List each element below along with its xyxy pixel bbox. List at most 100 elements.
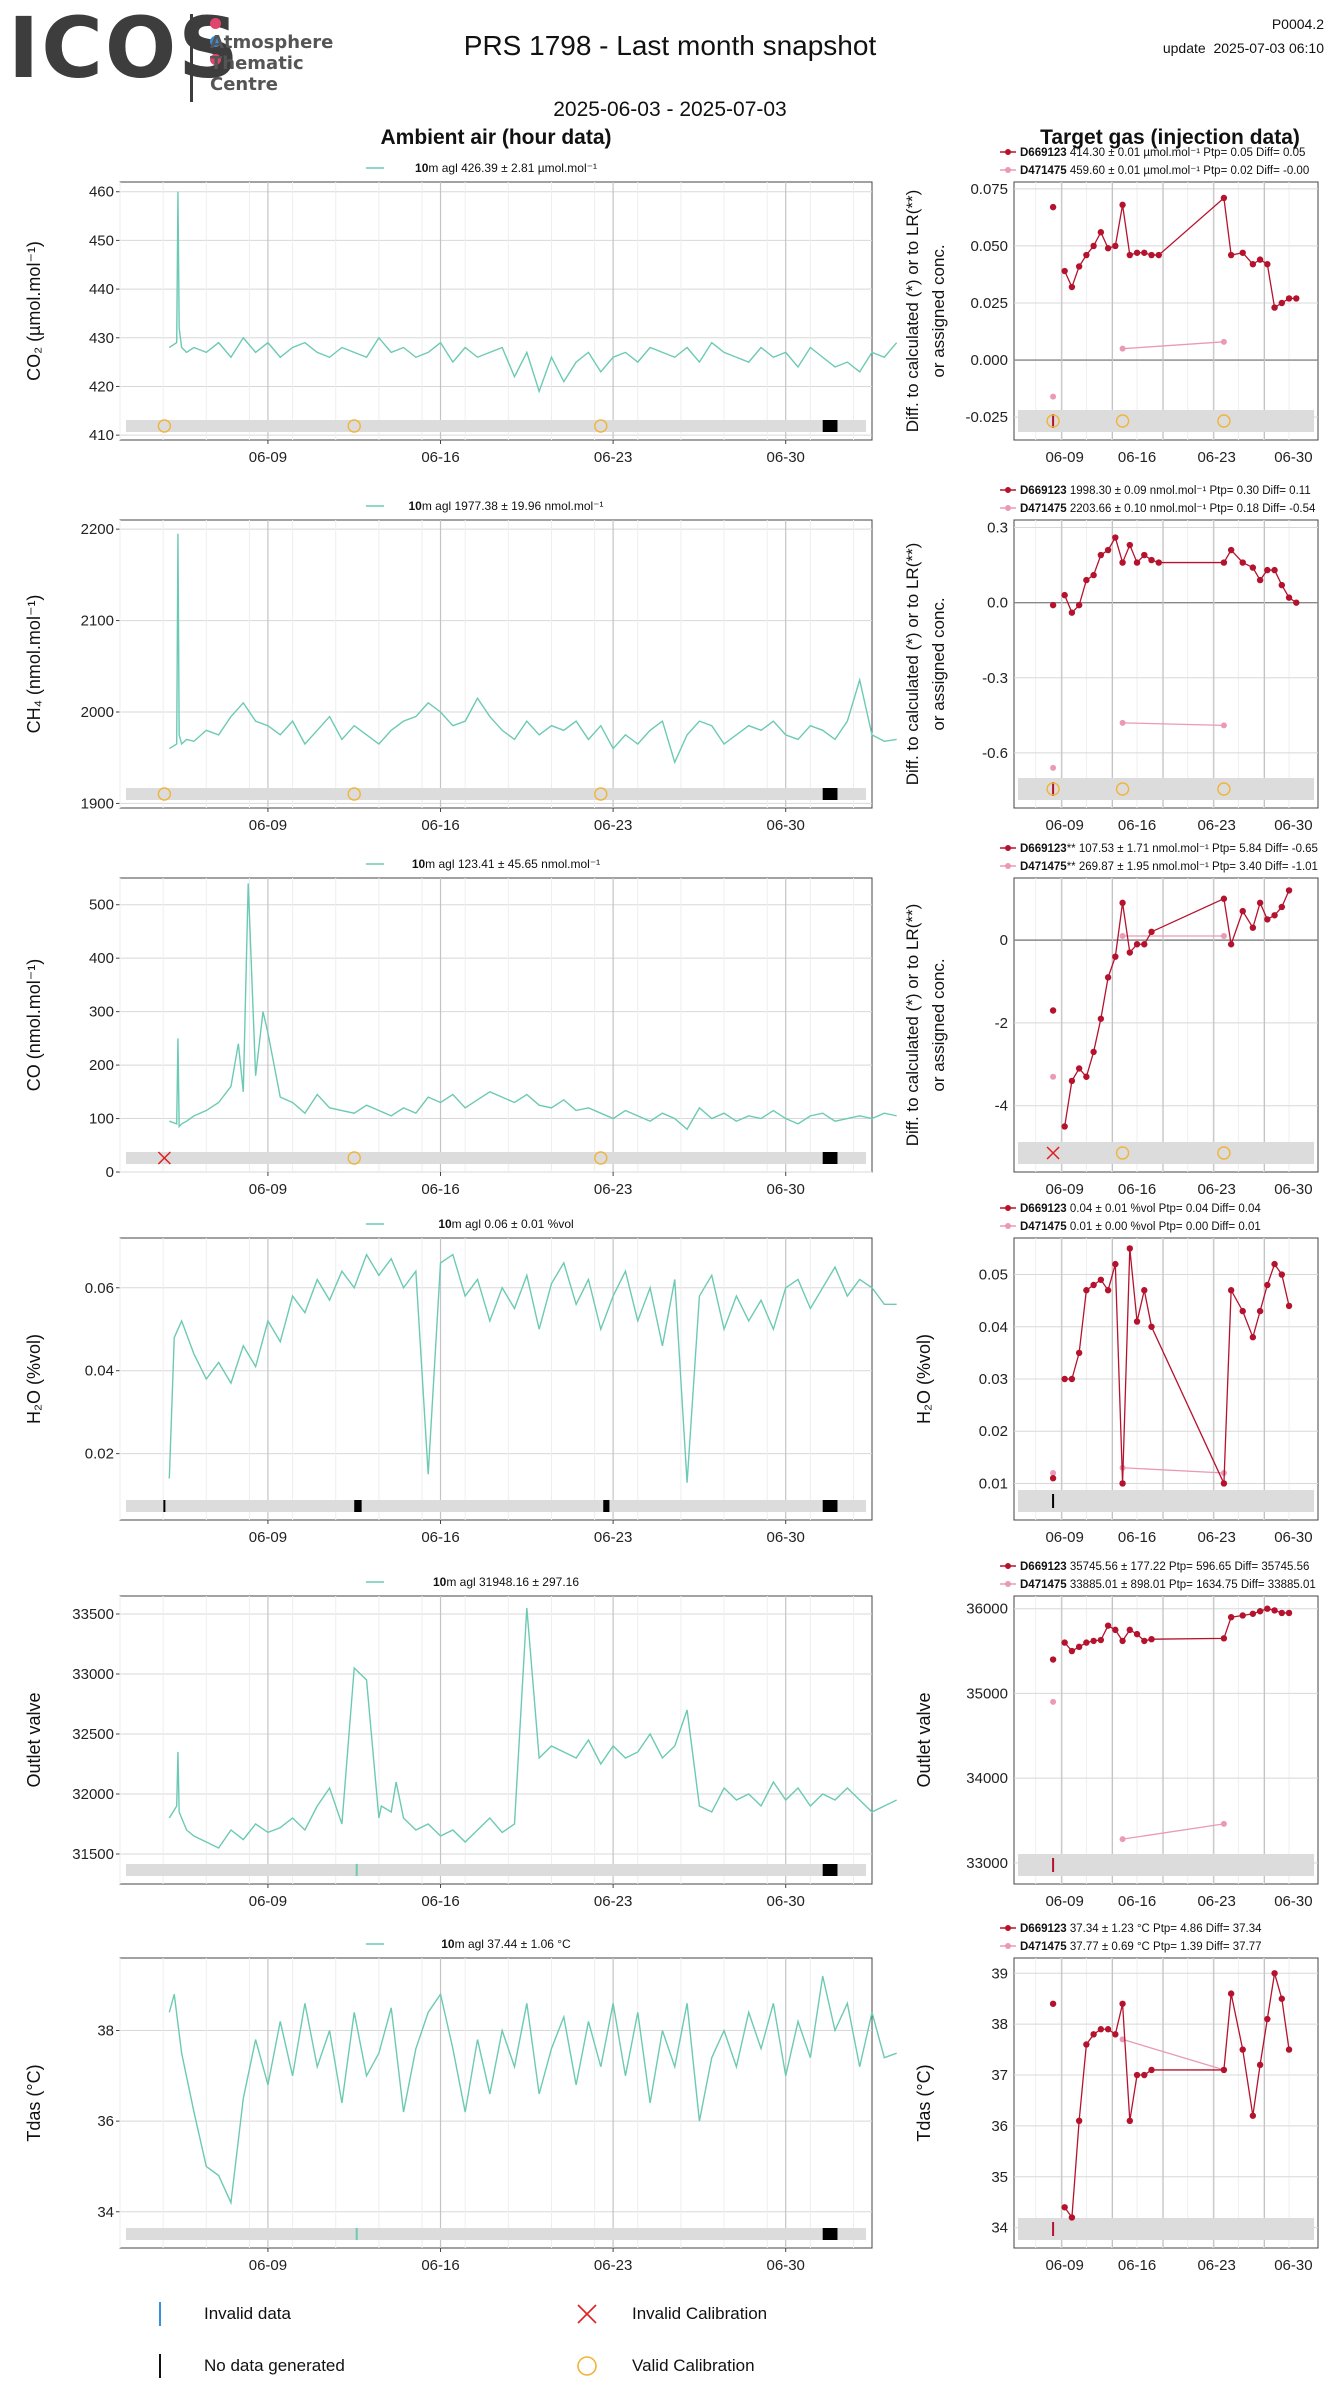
y-tick-label: 0.050 — [970, 238, 1008, 255]
legend-swatch-dot — [1005, 1943, 1011, 1949]
svg-text:06-09: 06-09 — [0, 0, 41, 4]
y-tick-label: 39 — [991, 1965, 1008, 1982]
target-b-point — [1220, 1820, 1227, 1827]
target-a-point — [1239, 559, 1246, 566]
target-a-point — [1126, 949, 1134, 956]
svg-text:06-09: 06-09 — [0, 0, 41, 4]
target-a-point — [1061, 1375, 1068, 1383]
target-legend-text: D669123 35745.56 ± 177.22 Ptp= 596.65 Di… — [1020, 1561, 1309, 1573]
target-a-point — [1220, 2066, 1228, 2074]
legend-symbols-left — [159, 2302, 161, 2378]
status-band — [1018, 410, 1314, 432]
target-plot-frame — [1013, 877, 1319, 1173]
y-tick-label: 38 — [97, 2023, 114, 2040]
target-a-point — [1249, 924, 1257, 931]
target-a-point — [1112, 2031, 1119, 2038]
y-tick-label: 0.025 — [970, 295, 1008, 312]
target-a-point — [1239, 2046, 1246, 2053]
y-tick-label: -0.025 — [965, 409, 1008, 426]
target-b-line — [1122, 2038, 1225, 2071]
target-a-line — [1064, 890, 1290, 1127]
target-legend-text: D669123 37.34 ± 1.23 °C Ptp= 4.86 Diff= … — [1020, 1923, 1262, 1935]
tdas-target-panel: 34353637383906-0906-1606-2306-3006-0906-… — [0, 0, 1319, 2274]
target-plot-frame — [1013, 181, 1319, 441]
no-data-block — [822, 1152, 838, 1164]
target-legend-b: D471475 33885.01 ± 898.01 Ptp= 1634.75 D… — [1000, 1579, 1316, 1591]
y-axis-label: Tdas (°C) — [24, 2064, 44, 2141]
target-a-point — [1155, 559, 1162, 566]
svg-text:06-30: 06-30 — [0, 0, 41, 4]
y-tick-label: 32000 — [72, 1786, 114, 1803]
target-a-point — [1285, 295, 1293, 302]
target-a-point — [1068, 1375, 1076, 1383]
target-a-point — [1256, 576, 1264, 584]
status-band — [1018, 1142, 1314, 1164]
valid-calibration-mark — [347, 1151, 361, 1165]
page-title: PRS 1798 - Last month snapshot — [463, 30, 877, 61]
target-a-point — [1256, 2061, 1264, 2069]
target-a-point — [1104, 245, 1112, 252]
plot-frame — [119, 1237, 873, 1521]
legend-swatch-dot — [1005, 487, 1011, 493]
status-band — [1018, 1854, 1314, 1876]
svg-text:06-09: 06-09 — [0, 0, 41, 4]
valid-calibration-mark — [1217, 782, 1231, 796]
valid-calibration-mark — [157, 787, 172, 801]
target-b-point — [1050, 1470, 1057, 1476]
x-tick-label: 06-16 — [1118, 1181, 1156, 1198]
valid-calibration-mark — [594, 419, 608, 433]
y-tick-label: 35 — [991, 2169, 1008, 2186]
status-band — [1018, 2218, 1314, 2240]
legend-swatch-dot — [1005, 845, 1011, 851]
svg-text:06-09: 06-09 — [0, 0, 41, 4]
target-a-point — [1227, 1990, 1235, 1997]
y-tick-label: 35000 — [966, 1685, 1008, 1702]
y-tick-label: 430 — [89, 330, 114, 347]
y-tick-label: 0.02 — [85, 1446, 114, 1463]
target-legend-text: D471475 2203.66 ± 0.10 nmol.mol⁻¹ Ptp= 0… — [1020, 503, 1316, 515]
svg-text:06-16: 06-16 — [0, 0, 41, 4]
valid-calibration-mark — [1115, 414, 1130, 428]
y-tick-label: 0 — [106, 1164, 114, 1181]
y-tick-label: 0.075 — [970, 181, 1008, 198]
legend-swatch-dot — [1005, 1563, 1011, 1569]
target-a-point — [1097, 551, 1105, 559]
x-tick-label: 06-23 — [1197, 449, 1235, 466]
y-tick-label: 500 — [89, 897, 114, 914]
x-tick-label: 06-09 — [249, 1529, 287, 1546]
target-y-axis-label: Outlet valve — [914, 1692, 934, 1787]
legend-swatch-dot — [1005, 863, 1011, 869]
target-a-point — [1249, 1610, 1257, 1617]
target-a-point — [1148, 2066, 1155, 2074]
valid-calibration-mark — [157, 419, 172, 433]
y-tick-label: 400 — [89, 950, 114, 967]
y-tick-label: 31500 — [72, 1846, 114, 1863]
target-b-line — [1122, 722, 1224, 727]
no-data-block — [822, 1500, 838, 1512]
target-y-axis-label: H₂O (%vol) — [914, 1334, 934, 1424]
target-a-point — [1049, 1007, 1057, 1014]
plot-frame — [119, 519, 873, 809]
target-a-point — [1090, 1637, 1097, 1645]
x-tick-label: 06-23 — [1197, 1893, 1235, 1910]
target-legend-a: D669123** 107.53 ± 1.71 nmol.mol⁻¹ Ptp= … — [1000, 843, 1318, 855]
legend-swatch-dot — [1005, 1223, 1011, 1229]
legend-swatch-dot — [1005, 1581, 1011, 1587]
y-tick-label: 2100 — [81, 613, 114, 630]
target-a-point — [1264, 2015, 1271, 2023]
no-data-block — [354, 1500, 362, 1512]
target-a-point — [1068, 1077, 1076, 1085]
target-b-line — [1122, 341, 1224, 350]
y-tick-label: 38 — [991, 2016, 1008, 2033]
target-a-point — [1249, 260, 1257, 268]
target-a-point — [1083, 2041, 1090, 2048]
target-b-point — [1050, 1073, 1057, 1080]
series-legend: 10m agl 0.06 ± 0.01 %vol — [366, 1217, 574, 1231]
status-band — [1018, 1490, 1314, 1512]
target-a-point — [1049, 203, 1057, 211]
x-tick-label: 06-23 — [1197, 1181, 1235, 1198]
y-tick-label: 32500 — [72, 1726, 114, 1743]
report-code: P0004.2 — [1271, 16, 1324, 32]
target-a-point — [1119, 1637, 1126, 1645]
